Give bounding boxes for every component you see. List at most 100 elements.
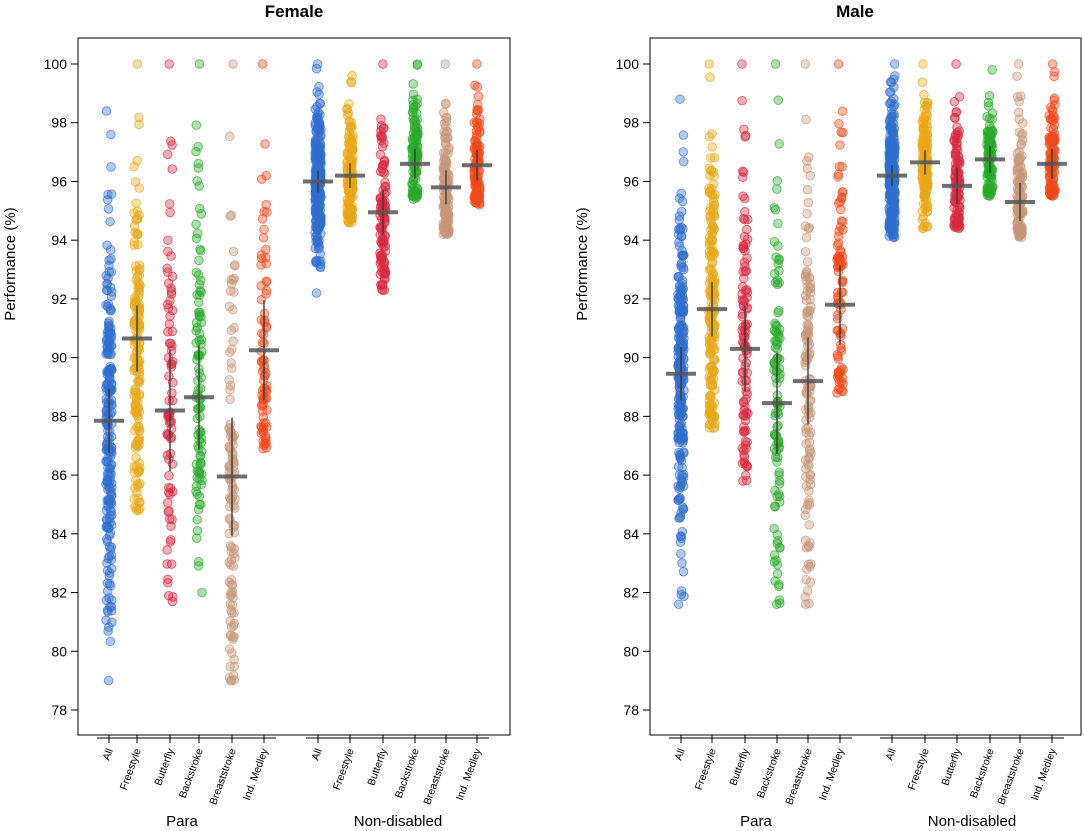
data-point <box>804 520 814 530</box>
data-point <box>261 244 271 255</box>
data-point <box>739 427 749 438</box>
data-point <box>346 76 356 87</box>
data-point <box>131 215 141 225</box>
data-point <box>377 280 388 290</box>
data-point <box>193 297 204 308</box>
data-point <box>1014 153 1025 164</box>
data-point <box>196 318 207 328</box>
data-point <box>412 98 422 109</box>
y-tick-label: 86 <box>623 467 639 483</box>
data-point <box>805 538 815 548</box>
data-point <box>775 542 785 553</box>
data-point <box>226 426 236 437</box>
data-point <box>163 578 173 588</box>
data-point <box>194 255 204 266</box>
data-point <box>773 241 783 251</box>
category-label: Freestyle <box>693 747 719 792</box>
data-point <box>950 113 960 124</box>
data-point <box>987 65 997 75</box>
data-point <box>804 223 814 233</box>
data-point <box>802 257 813 267</box>
female-panel: Female Performance (%) Para Non-disabled… <box>2 2 511 830</box>
data-point <box>833 369 844 379</box>
data-point <box>165 207 175 218</box>
data-point <box>102 477 112 488</box>
category-label: Ind. Medley <box>454 746 484 802</box>
data-point <box>164 506 174 516</box>
category-label: Butterfly <box>939 746 964 787</box>
data-point <box>131 388 141 398</box>
data-point <box>471 132 482 143</box>
data-point <box>193 504 204 515</box>
data-point <box>226 279 237 289</box>
data-point <box>706 166 717 176</box>
data-point <box>774 255 784 266</box>
data-point <box>678 504 689 514</box>
data-point <box>885 116 895 126</box>
data-point <box>193 441 203 451</box>
data-point <box>224 557 234 568</box>
data-point <box>473 91 484 102</box>
data-point <box>257 59 268 69</box>
data-point <box>102 456 112 466</box>
data-point <box>408 175 419 185</box>
data-point <box>196 427 206 437</box>
data-point <box>952 133 962 144</box>
category-label: Ind. Medley <box>241 746 271 802</box>
data-point <box>167 326 178 337</box>
data-point <box>737 95 747 106</box>
category-points <box>342 70 358 228</box>
data-point <box>229 484 239 495</box>
data-point <box>984 142 994 152</box>
data-point <box>677 275 688 286</box>
data-point <box>133 505 144 516</box>
data-point <box>259 418 269 428</box>
data-point <box>802 185 813 195</box>
data-point <box>131 395 142 406</box>
data-point <box>804 306 815 316</box>
data-point <box>709 211 719 222</box>
data-point <box>742 287 753 297</box>
data-point <box>164 454 174 464</box>
data-point <box>918 223 928 234</box>
data-point <box>982 127 993 137</box>
data-point <box>229 323 239 333</box>
data-point <box>229 260 240 270</box>
data-point <box>919 90 929 100</box>
data-point <box>167 164 178 174</box>
data-point <box>229 544 239 554</box>
data-point <box>134 425 145 436</box>
data-point <box>310 194 321 205</box>
data-point <box>801 415 811 425</box>
data-point <box>1048 177 1058 188</box>
data-point <box>225 394 235 405</box>
data-point <box>164 514 175 524</box>
data-point <box>983 168 994 178</box>
data-point <box>224 644 235 654</box>
data-point <box>228 246 239 257</box>
y-tick-label: 82 <box>623 585 639 601</box>
data-point <box>708 179 719 190</box>
y-tick-label: 78 <box>623 702 639 718</box>
y-tick-label: 100 <box>616 56 640 72</box>
data-point <box>312 101 322 112</box>
data-point <box>165 136 176 146</box>
data-point <box>740 402 750 412</box>
data-point <box>706 322 717 332</box>
data-point <box>225 286 236 296</box>
data-point <box>917 77 928 87</box>
data-point <box>133 229 143 239</box>
data-point <box>1049 67 1060 77</box>
data-point <box>229 631 239 642</box>
data-point <box>132 407 142 417</box>
female-title: Female <box>265 2 324 21</box>
category-label: All <box>101 747 116 762</box>
data-point <box>312 87 322 97</box>
data-point <box>801 439 811 449</box>
data-point <box>165 537 176 547</box>
data-point <box>704 59 715 69</box>
category-points <box>884 59 900 242</box>
data-point <box>739 257 750 268</box>
data-point <box>803 197 814 208</box>
data-point <box>104 482 114 493</box>
